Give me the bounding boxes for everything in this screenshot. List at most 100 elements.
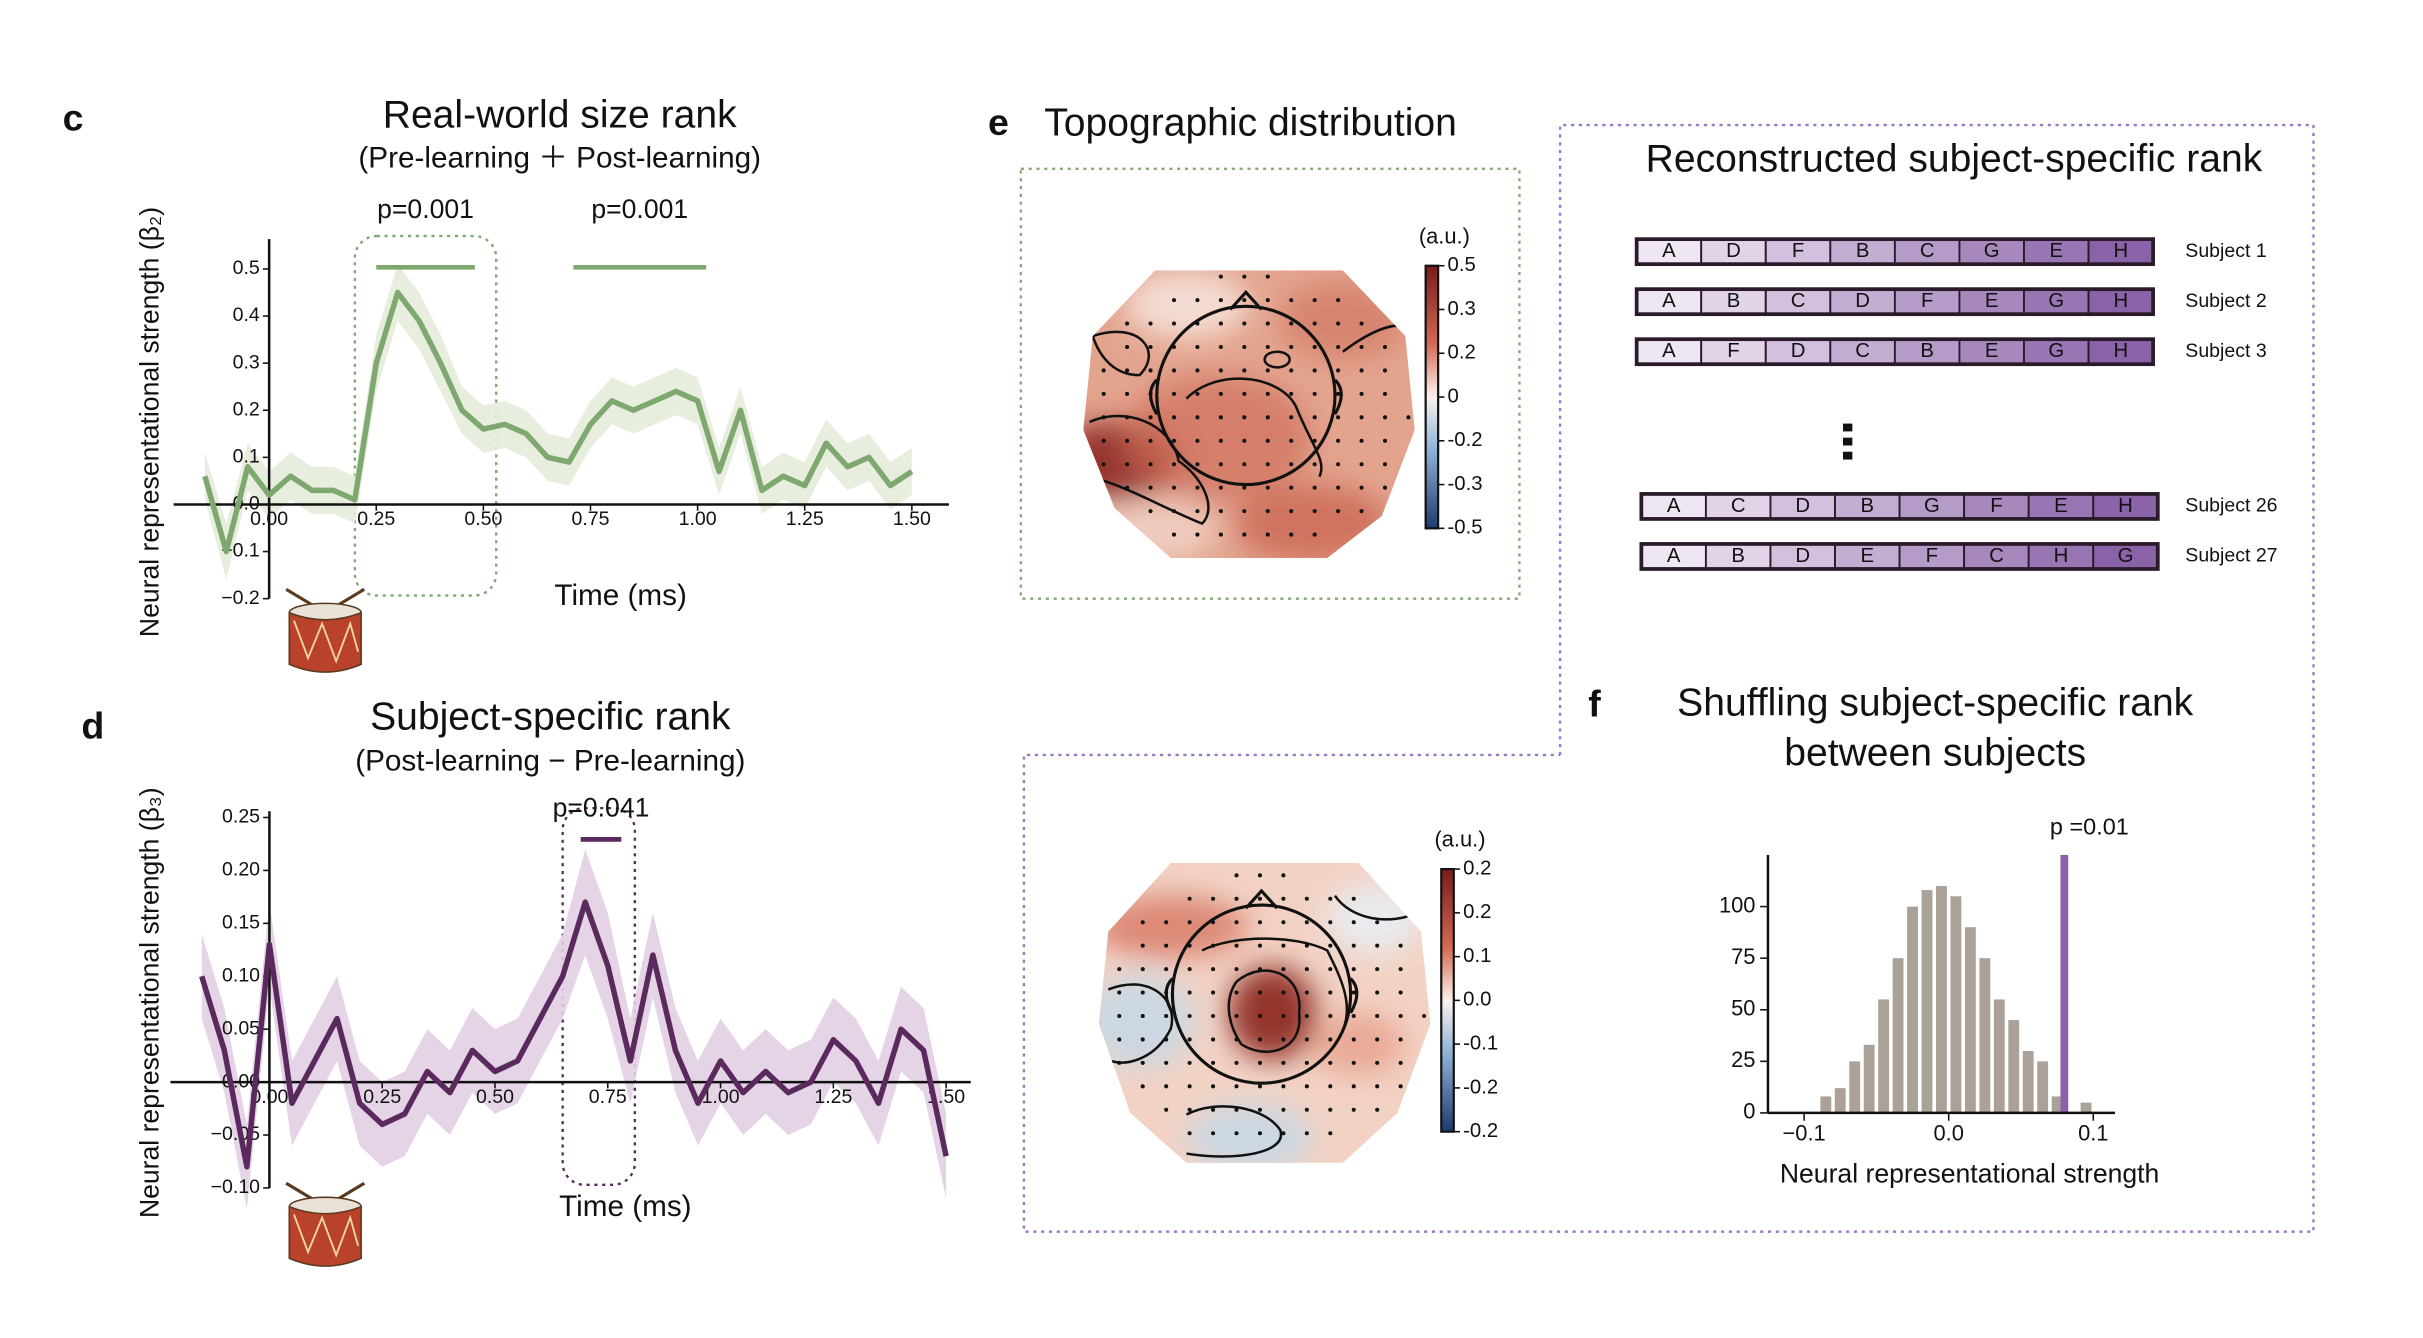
electrode [1148,438,1153,443]
electrode [1148,344,1153,350]
electrode [1359,485,1364,490]
rank-letter: G [2118,545,2134,567]
electrode [1242,298,1247,303]
electrode [1125,391,1130,396]
colorbar-unit: (a.u.) [1434,827,1485,852]
histogram-bar [2080,1102,2092,1113]
electrode [1234,1084,1239,1089]
electrode [1281,873,1286,878]
electrode [1148,368,1153,373]
rank-letter: E [1985,290,1999,312]
electrode [1218,274,1223,279]
electrode [1234,896,1239,901]
rank-row-outline [1639,542,2160,571]
contour [1263,350,1291,369]
y-tick-label: 100 [1719,892,1756,917]
electrode [1281,896,1286,901]
electrode [1304,943,1309,948]
electrode [1336,415,1341,420]
electrode [1140,920,1145,925]
electrode [1351,943,1356,948]
electrode [1148,509,1153,514]
electrode [1382,485,1388,490]
electrode [1234,1060,1239,1065]
contour [1089,414,1210,526]
electrode [1375,1060,1380,1065]
colorbar [1424,264,1440,530]
electrode [1375,943,1380,948]
x-tick-label: 0.50 [476,1086,514,1108]
colorbar-tick-label: 0.5 [1448,254,1476,276]
electrode [1218,509,1223,514]
electrode [1171,368,1177,373]
electrode [1281,990,1286,995]
electrode [1312,462,1317,467]
electrode [1218,321,1223,326]
electrode [1351,1037,1356,1042]
electrode [1289,462,1294,467]
histogram-bar [1936,885,1947,1113]
electrode [1164,1107,1169,1112]
electrode [1328,896,1333,901]
electrode [1304,896,1309,901]
subject-label: Subject 26 [2185,495,2277,517]
y-tick-label: 50 [1731,996,1755,1021]
rank-row-outline [1634,287,2155,317]
panel-label: e [988,101,1009,143]
electrode [1265,462,1270,467]
head-outline [1170,903,1353,1085]
electrode [1242,368,1247,373]
electrode [1164,1060,1169,1065]
significance-label: p=0.001 [377,194,474,224]
electrode [1211,1131,1216,1136]
electrode [1312,485,1317,490]
electrode [1359,391,1364,396]
electrode [1398,1037,1403,1042]
electrode [1257,896,1262,901]
histogram-bar [1820,1096,1832,1113]
electrode [1187,990,1192,995]
x-tick-label: 1.25 [786,508,824,530]
electrode [1398,943,1403,948]
rank-letter: D [1726,240,1741,262]
histogram-bar [2022,1051,2034,1113]
electrode [1304,967,1309,972]
rank-letter: H [2113,340,2128,362]
electrode [1359,344,1364,350]
colorbar-tick-label: 0 [1448,385,1459,407]
electrode [1125,438,1130,443]
electrode [1101,368,1106,373]
x-tick-label: 1.00 [702,1086,740,1108]
rank-letter: E [1985,340,1999,362]
electrode [1195,438,1200,443]
electrode [1242,391,1247,396]
topo-blob [1123,375,1312,501]
topo-blob [1186,1103,1312,1163]
electrode [1242,485,1247,490]
rank-letter: F [1990,495,2002,517]
electrode [1398,1013,1403,1019]
electrode [1257,1037,1262,1042]
electrode [1125,368,1130,373]
electrode [1328,1107,1333,1112]
x-tick-label: 0.00 [250,1086,288,1108]
electrode [1211,967,1216,972]
chart-title: between subjects [1784,731,2086,774]
rank-letter: E [1861,545,1875,567]
y-tick-label: −0.2 [221,587,260,609]
electrode [1312,368,1317,373]
electrode [1289,298,1294,303]
electrode [1211,1060,1216,1065]
electrode [1234,1037,1239,1042]
electrode [1304,1131,1309,1136]
electrode [1211,1107,1216,1112]
electrode [1312,532,1317,537]
electrode [1312,415,1317,420]
electrode [1187,1013,1192,1019]
panel-label: c [63,96,84,138]
topo-blob [1092,500,1218,559]
panel-label: d [81,704,104,746]
electrode [1359,509,1364,514]
electrode [1242,321,1247,326]
rank-letter: F [1792,240,1804,262]
